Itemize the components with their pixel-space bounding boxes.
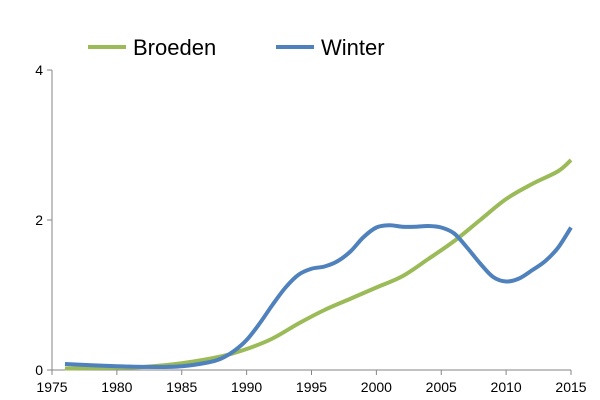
axes [51,70,571,371]
x-tick-label: 1980 [101,379,132,395]
y-tick-label: 2 [35,212,43,228]
x-tick-label: 2005 [426,379,457,395]
legend-label-winter: Winter [321,35,385,60]
series-line-winter [64,223,573,369]
series-lines [64,158,573,371]
legend-label-broeden: Broeden [133,35,216,60]
y-axis-ticks: 0 2 4 [35,62,52,378]
x-tick-label: 1990 [231,379,262,395]
x-tick-label: 2000 [361,379,392,395]
x-tick-label: 2010 [491,379,522,395]
x-tick-label: 1975 [36,379,67,395]
x-tick-label: 2015 [555,379,586,395]
legend: Broeden Winter [88,35,385,60]
x-tick-label: 1995 [296,379,327,395]
series-line-broeden [64,158,573,371]
y-tick-label: 0 [35,362,43,378]
y-tick-label: 4 [35,62,43,78]
x-tick-label: 1985 [166,379,197,395]
x-axis-ticks: 1975 1980 1985 1990 1995 2000 2005 2010 2015 [36,370,587,395]
